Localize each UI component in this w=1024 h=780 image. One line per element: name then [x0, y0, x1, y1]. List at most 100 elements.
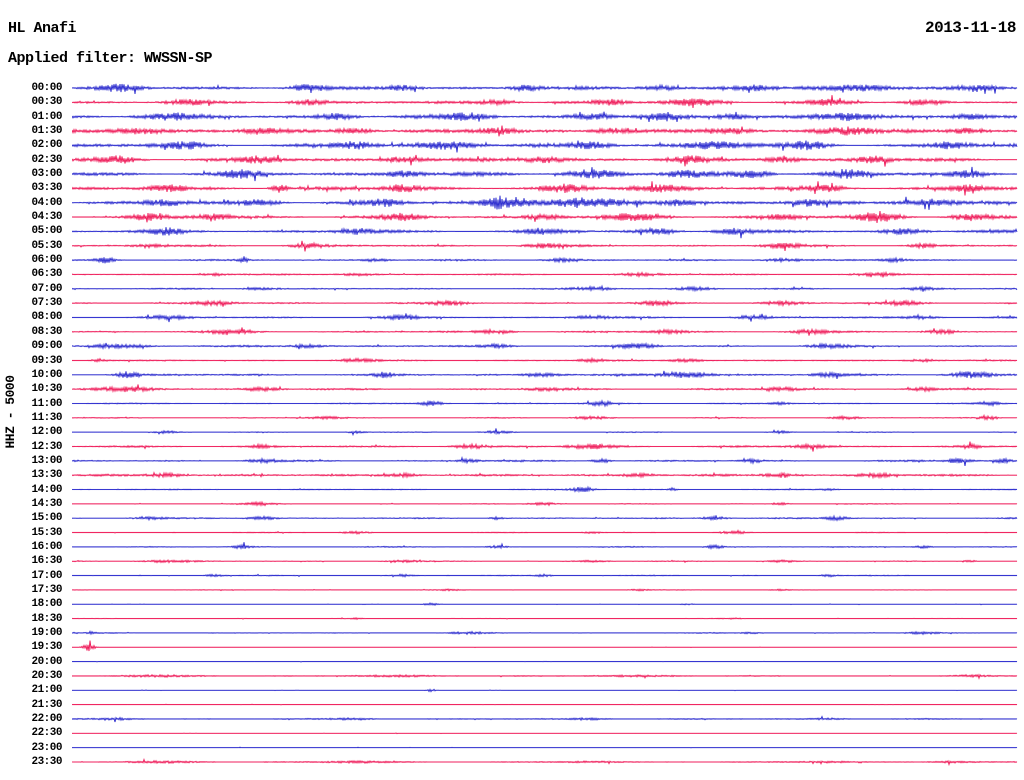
time-label: 14:30: [31, 497, 62, 510]
seismo-trace-row: [72, 757, 1018, 767]
time-label: 05:30: [31, 239, 62, 252]
seismo-trace-row: [72, 514, 1018, 522]
time-label: 20:00: [31, 655, 62, 668]
time-label: 07:30: [31, 297, 62, 310]
time-label: 18:00: [31, 598, 62, 611]
time-label: 20:30: [31, 669, 62, 682]
seismo-trace-row: [72, 715, 1018, 723]
time-label: 16:00: [31, 540, 62, 553]
seismo-trace-row: [72, 284, 1018, 293]
time-label: 11:30: [31, 411, 62, 424]
seismo-trace-row: [72, 428, 1018, 437]
seismo-trace-row: [72, 573, 1018, 578]
seismo-trace-row: [72, 298, 1018, 308]
time-label: 15:00: [31, 512, 62, 525]
seismo-trace-row: [72, 558, 1018, 564]
applied-filter-label: Applied filter: WWSSN-SP: [8, 50, 213, 67]
seismo-trace-row: [72, 181, 1018, 196]
seismo-trace-row: [72, 95, 1018, 108]
seismo-trace-row: [72, 83, 1018, 95]
seismo-trace-row: [72, 154, 1018, 167]
seismo-trace-row: [72, 441, 1018, 452]
time-label: 14:00: [31, 483, 62, 496]
seismo-trace-row: [72, 226, 1018, 239]
time-label: 08:00: [31, 311, 62, 324]
time-label: 08:30: [31, 325, 62, 338]
seismo-trace-row: [72, 211, 1018, 224]
time-label: 06:00: [31, 254, 62, 267]
seismo-trace-row: [72, 111, 1018, 122]
seismo-trace-row: [72, 195, 1018, 210]
time-label: 17:30: [31, 583, 62, 596]
time-label: 03:30: [31, 182, 62, 195]
time-label: 02:30: [31, 153, 62, 166]
seismo-trace-row: [72, 370, 1018, 379]
seismo-trace-row: [72, 688, 1018, 693]
seismo-trace-row: [72, 660, 1018, 663]
seismo-trace-row: [72, 602, 1018, 607]
station-title: HL Anafi: [8, 20, 77, 37]
seismo-trace-row: [72, 341, 1018, 350]
seismo-trace-row: [72, 125, 1018, 137]
seismo-trace-row: [72, 456, 1018, 466]
seismo-trace-row: [72, 256, 1018, 264]
time-label: 22:00: [31, 713, 62, 725]
time-label: 01:00: [31, 110, 62, 123]
seismo-trace-row: [72, 746, 1018, 749]
seismo-trace-row: [72, 529, 1018, 536]
seismo-trace-row: [72, 485, 1018, 494]
seismo-trace-row: [72, 630, 1018, 636]
seismo-trace-row: [72, 166, 1018, 182]
seismo-trace-row: [72, 270, 1018, 278]
time-label: 11:00: [31, 397, 62, 410]
time-label: 02:00: [31, 139, 62, 152]
seismo-trace-row: [72, 542, 1018, 550]
time-label: 07:00: [31, 282, 62, 295]
time-label: 18:30: [31, 612, 62, 625]
seismo-trace-row: [72, 703, 1018, 706]
time-label: 00:00: [31, 82, 62, 94]
time-label: 15:30: [31, 526, 62, 539]
seismo-trace-row: [72, 673, 1018, 680]
seismo-trace-row: [72, 588, 1018, 592]
time-label: 23:00: [31, 741, 62, 754]
time-label: 06:30: [31, 268, 62, 281]
time-label: 21:30: [31, 698, 62, 711]
time-label: 00:30: [31, 96, 62, 109]
seismo-trace-row: [72, 399, 1018, 408]
time-label: 19:00: [31, 626, 62, 639]
time-label: 10:00: [31, 368, 62, 381]
time-label: 04:00: [31, 196, 62, 209]
time-label: 19:30: [31, 641, 62, 654]
seismo-trace-row: [72, 327, 1018, 336]
time-label: 09:00: [31, 340, 62, 353]
seismo-trace-row: [72, 500, 1018, 507]
time-label: 03:00: [31, 168, 62, 180]
seismo-trace-row: [72, 313, 1018, 323]
seismo-trace-row: [72, 384, 1018, 394]
time-label: 22:30: [31, 727, 62, 740]
seismo-trace-row: [72, 616, 1018, 621]
seismo-trace-row: [72, 640, 1018, 652]
time-label: 09:30: [31, 354, 62, 367]
time-label: 10:30: [31, 383, 62, 396]
seismo-trace-row: [72, 413, 1018, 421]
time-label: 12:00: [31, 426, 62, 439]
seismo-trace-row: [72, 356, 1018, 364]
seismo-trace-row: [72, 732, 1018, 735]
seismo-trace-row: [72, 240, 1018, 252]
time-label: 17:00: [31, 569, 62, 582]
time-label: 16:30: [31, 555, 62, 568]
time-label: 05:00: [31, 225, 62, 238]
time-label: 13:00: [31, 454, 62, 467]
seismogram-trace-plot: [72, 83, 1018, 767]
date-label: 2013-11-18: [924, 19, 1017, 37]
time-label: 13:30: [31, 469, 62, 482]
time-label: 04:30: [31, 211, 62, 224]
time-label: 01:30: [31, 125, 62, 137]
time-label: 23:30: [31, 756, 62, 768]
time-label: 12:30: [31, 440, 62, 453]
time-label: 21:00: [31, 684, 62, 697]
seismo-trace-row: [72, 471, 1018, 480]
seismo-trace-row: [72, 140, 1018, 153]
